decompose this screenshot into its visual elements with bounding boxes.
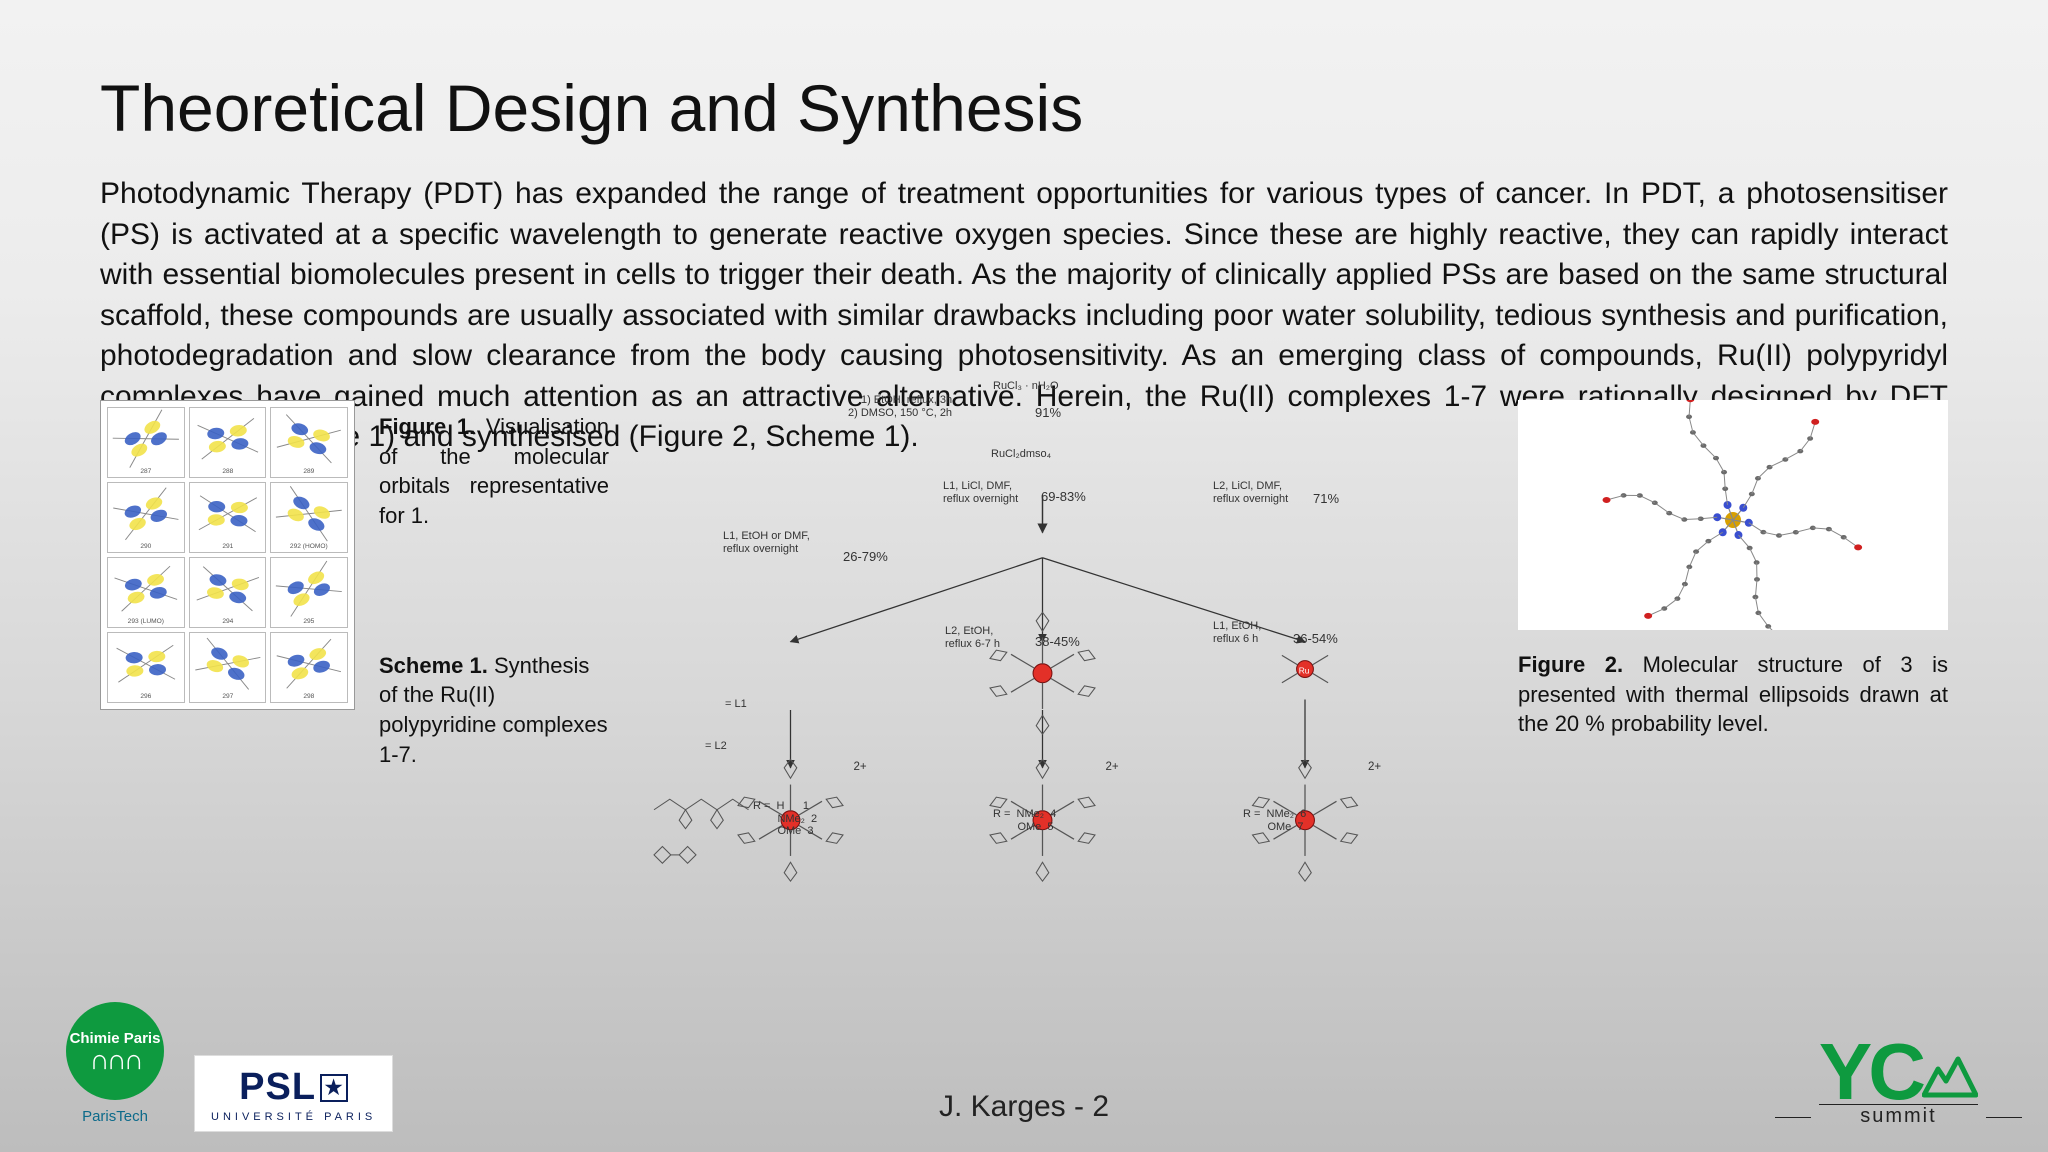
orbital-cell: 296 [107,632,185,703]
logo-yc-sub: summit [1819,1104,1978,1128]
orbital-cell: 295 [270,557,348,628]
svg-text:291: 291 [222,543,233,550]
svg-text:290: 290 [140,543,151,550]
svg-text:295: 295 [304,618,315,625]
slide-title: Theoretical Design and Synthesis [100,70,1948,146]
orbital-cell: 290 [107,482,185,553]
orbital-cell: 293 (LUMO) [107,557,185,628]
svg-text:287: 287 [140,468,151,475]
figure-1-image: 287 288 [100,400,355,710]
figure-1: 287 288 [100,400,355,1062]
star-icon: ★ [320,1074,348,1102]
figure-2-image [1518,400,1948,630]
svg-text:298: 298 [304,693,315,700]
scheme-product-key-1: R = NMe₂ 4 OMe 5 [993,808,1056,833]
orbital-cell: 291 [189,482,267,553]
svg-text:296: 296 [140,693,151,700]
scheme-intermediate: RuCl₂dmso₄ [991,448,1051,461]
svg-text:294: 294 [222,618,233,625]
scheme-row2-1-cond: L1, EtOH, reflux 6 h [1213,620,1261,645]
orbital-cell: 288 [189,407,267,478]
figure-1-caption: Figure 1. Visualisation of the molecular… [379,412,609,531]
mountain-icon [1922,1036,1978,1108]
scheme-product-key-2: R = NMe₂ 6 OMe 7 [1243,808,1306,833]
caption-column: Figure 1. Visualisation of the molecular… [379,400,609,1062]
scheme-row2-1-yield: 36-54% [1293,632,1338,647]
logo-yc-text: YC [1819,1036,1922,1108]
logo-paristech-text: ParisTech [82,1108,148,1125]
svg-text:297: 297 [222,693,233,700]
logo-yc-summit: YC summit [1819,1036,1978,1128]
scheme-row2-0-yield: 38-45% [1035,635,1080,650]
scheme-1: Ru [633,400,1494,1062]
scheme-start: RuCl₃ · nH₂O [993,380,1059,393]
scheme-branch-0-cond: L1, EtOH or DMF, reflux overnight [723,530,810,555]
page-number-label: J. Karges - 2 [939,1090,1109,1124]
slide: Theoretical Design and Synthesis Photody… [0,0,2048,1152]
scheme-product-key-0: R = H 1 NMe₂ 2 OMe 3 [753,800,817,838]
svg-text:292 (HOMO): 292 (HOMO) [290,543,328,550]
scheme-branch-0-yield: 26-79% [843,550,888,565]
scheme-branch-1-cond: L1, LiCl, DMF, reflux overnight [943,480,1018,505]
figure-2-column: Figure 2. Molecular structure of 3 is pr… [1518,400,1948,1062]
content-row: 287 288 [100,400,1948,1062]
footer-logos: Chimie Paris ∩∩∩ ParisTech PSL ★ UNIVERS… [60,1002,393,1132]
scheme-row2-0-cond: L2, EtOH, reflux 6-7 h [945,625,1000,650]
svg-text:288: 288 [222,468,233,475]
logo-psl-text: PSL [239,1066,316,1109]
scheme-step1-yield: 91% [1035,406,1061,421]
scheme-branch-1-yield: 69-83% [1041,490,1086,505]
logo-chimie-paris: Chimie Paris ∩∩∩ ParisTech [60,1002,170,1132]
svg-text:2+: 2+ [854,761,867,773]
svg-text:289: 289 [304,468,315,475]
scheme-1-caption-lead: Scheme 1. [379,653,488,678]
scheme-branch-2-yield: 71% [1313,492,1339,507]
figure-1-caption-lead: Figure 1. [379,414,475,439]
orbital-cell: 287 [107,407,185,478]
figure-2-caption: Figure 2. Molecular structure of 3 is pr… [1518,650,1948,739]
svg-text:2+: 2+ [1106,761,1119,773]
svg-text:2+: 2+ [1368,761,1381,773]
scheme-step1-cond: 1) EtOH, reflux, 3h 2) DMSO, 150 °C, 2h [848,394,952,419]
logo-psl: PSL ★ UNIVERSITÉ PARIS [194,1055,393,1132]
orbital-cell: 298 [270,632,348,703]
scheme-branch-2-cond: L2, LiCl, DMF, reflux overnight [1213,480,1288,505]
orbital-cell: 289 [270,407,348,478]
orbital-cell: 294 [189,557,267,628]
scheme-l2-label: = L2 [705,740,727,753]
orbital-cell: 297 [189,632,267,703]
logo-psl-sub: UNIVERSITÉ PARIS [211,1111,376,1123]
arches-icon: ∩∩∩ [89,1047,140,1072]
orbital-cell: 292 (HOMO) [270,482,348,553]
figure-2-caption-lead: Figure 2. [1518,652,1623,677]
scheme-1-caption: Scheme 1. Synthesis of the Ru(II) polypy… [379,651,609,770]
svg-text:293 (LUMO): 293 (LUMO) [128,618,164,625]
scheme-l1-label: = L1 [725,698,747,711]
